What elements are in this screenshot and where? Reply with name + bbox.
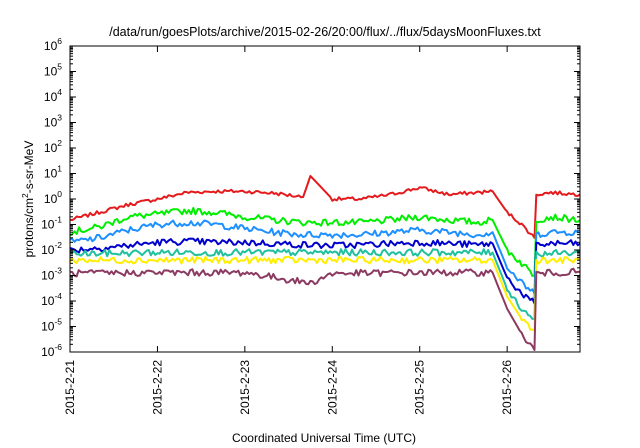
y-tick-exp: -2 [54,240,62,250]
x-tick-label: 2015-2-26 [500,360,514,415]
x-tick-label: 2015-2-23 [238,360,252,415]
y-tick-exp: 5 [57,62,62,72]
y-tick-label: 102 [44,138,62,155]
y-tick-label: 103 [44,113,62,130]
y-tick-base: 10 [44,90,58,104]
y-tick-base: 10 [44,192,58,206]
y-axis-ticks: 10-610-510-410-310-210-11001011021031041… [41,36,580,359]
series-line [69,248,581,320]
y-tick-exp: -1 [54,215,62,225]
y-tick-exp: 6 [57,36,62,46]
x-tick-label: 2015-2-22 [150,360,164,415]
y-tick-base: 10 [44,116,58,130]
y-tick-label: 10-6 [41,342,62,359]
series-line [69,237,581,305]
x-tick-label: 2015-2-21 [63,360,77,415]
y-tick-label: 10-3 [41,266,62,283]
series-layer [69,175,581,351]
y-tick-exp: 3 [57,113,62,123]
y-tick-base: 10 [41,269,55,283]
y-axis-label-base: protons/cm [22,198,36,257]
y-tick-exp: -3 [54,266,62,276]
series-line [69,255,581,332]
y-tick-base: 10 [44,141,58,155]
y-tick-label: 10-4 [41,291,62,308]
x-tick-label: 2015-2-24 [325,360,339,415]
y-tick-base: 10 [41,320,55,334]
chart-title: /data/run/goesPlots/archive/2015-02-26/2… [109,25,541,39]
y-axis-label-rest: -s-sr-MeV [22,141,36,194]
series-line [69,219,581,295]
y-tick-exp: -5 [54,317,62,327]
y-tick-base: 10 [44,39,58,53]
y-tick-exp: 0 [57,189,62,199]
y-tick-label: 10-5 [41,317,62,334]
plot-frame [69,45,581,353]
y-tick-label: 101 [44,164,62,181]
y-tick-base: 10 [41,345,55,359]
y-tick-label: 105 [44,62,62,79]
y-tick-exp: 1 [57,164,62,174]
y-tick-exp: 4 [57,87,62,97]
y-axis-label-sup: 2 [20,193,30,198]
x-tick-label: 2015-2-25 [413,360,427,415]
y-tick-exp: 2 [57,138,62,148]
y-tick-label: 10-2 [41,240,62,257]
y-tick-base: 10 [44,65,58,79]
y-tick-label: 104 [44,87,62,104]
y-tick-exp: -4 [54,291,62,301]
y-tick-label: 10-1 [41,215,62,232]
series-line [69,207,581,277]
y-axis-label: protons/cm2-s-sr-MeV [20,141,36,258]
y-tick-label: 106 [44,36,62,53]
y-tick-base: 10 [41,218,55,232]
y-tick-label: 100 [44,189,62,206]
x-axis-label: Coordinated Universal Time (UTC) [232,431,416,445]
series-line [69,175,581,239]
y-tick-exp: -6 [54,342,62,352]
y-tick-base: 10 [41,243,55,257]
y-tick-base: 10 [44,167,58,181]
series-line [69,267,581,351]
y-tick-base: 10 [41,294,55,308]
